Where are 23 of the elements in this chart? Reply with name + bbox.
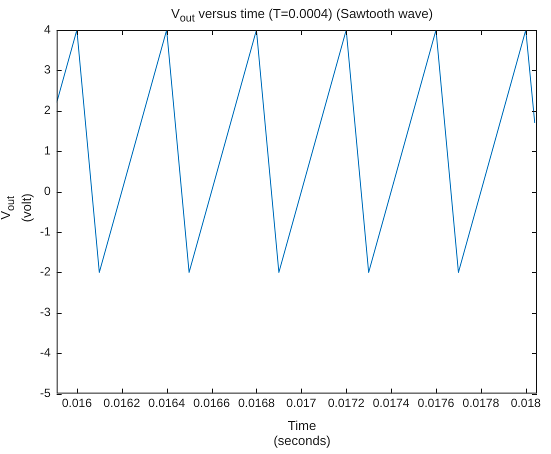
y-tick-label: 4 — [44, 22, 51, 36]
x-tick-label: 0.0162 — [103, 396, 140, 410]
y-tick-label: -4 — [40, 346, 51, 360]
y-tick-label: 3 — [44, 62, 51, 77]
y-tick-label: 0 — [44, 184, 51, 198]
x-tick-label: 0.0166 — [193, 396, 230, 410]
y-tick-label: -3 — [40, 305, 51, 320]
x-axis-title: Time (seconds) — [272, 418, 332, 448]
x-tick-label: 0.018 — [510, 396, 542, 410]
x-tick-label: 0.0178 — [462, 396, 500, 410]
y-tick-label: -1 — [40, 224, 51, 238]
y-tick-label: 1 — [44, 144, 51, 158]
x-tick-label: 0.0164 — [148, 396, 186, 410]
x-tick-label: 0.017 — [286, 396, 317, 410]
y-tick-label: 2 — [44, 103, 51, 118]
x-tick-label: 0.016 — [62, 396, 92, 410]
y-tick-label: -2 — [40, 264, 51, 279]
x-tick-label: 0.0174 — [372, 396, 410, 410]
chart-title: V$_{out}$ versus time (T=0.0004) (Sawtooth wave) — [170, 6, 434, 27]
x-tick-label: 0.0176 — [418, 396, 455, 410]
x-tick-label: 0.0168 — [238, 396, 276, 410]
y-tick-label: -5 — [40, 386, 51, 400]
x-tick-label: 0.0172 — [328, 396, 365, 410]
